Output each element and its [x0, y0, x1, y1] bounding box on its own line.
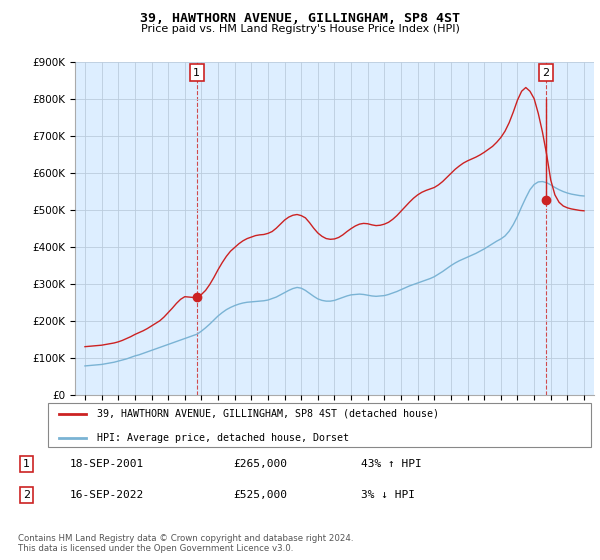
- Text: Price paid vs. HM Land Registry's House Price Index (HPI): Price paid vs. HM Land Registry's House …: [140, 24, 460, 34]
- Text: £265,000: £265,000: [233, 459, 287, 469]
- Text: HPI: Average price, detached house, Dorset: HPI: Average price, detached house, Dors…: [97, 433, 349, 443]
- Text: 2: 2: [542, 68, 550, 78]
- Text: 1: 1: [193, 68, 200, 78]
- Text: 3% ↓ HPI: 3% ↓ HPI: [361, 490, 415, 500]
- Text: £525,000: £525,000: [233, 490, 287, 500]
- Text: 2: 2: [23, 490, 30, 500]
- Text: 39, HAWTHORN AVENUE, GILLINGHAM, SP8 4ST (detached house): 39, HAWTHORN AVENUE, GILLINGHAM, SP8 4ST…: [97, 409, 439, 418]
- Text: 43% ↑ HPI: 43% ↑ HPI: [361, 459, 422, 469]
- Text: 39, HAWTHORN AVENUE, GILLINGHAM, SP8 4ST: 39, HAWTHORN AVENUE, GILLINGHAM, SP8 4ST: [140, 12, 460, 25]
- Text: 18-SEP-2001: 18-SEP-2001: [70, 459, 145, 469]
- Text: 16-SEP-2022: 16-SEP-2022: [70, 490, 145, 500]
- Text: 1: 1: [23, 459, 30, 469]
- Text: Contains HM Land Registry data © Crown copyright and database right 2024.
This d: Contains HM Land Registry data © Crown c…: [18, 534, 353, 553]
- FancyBboxPatch shape: [48, 403, 591, 447]
